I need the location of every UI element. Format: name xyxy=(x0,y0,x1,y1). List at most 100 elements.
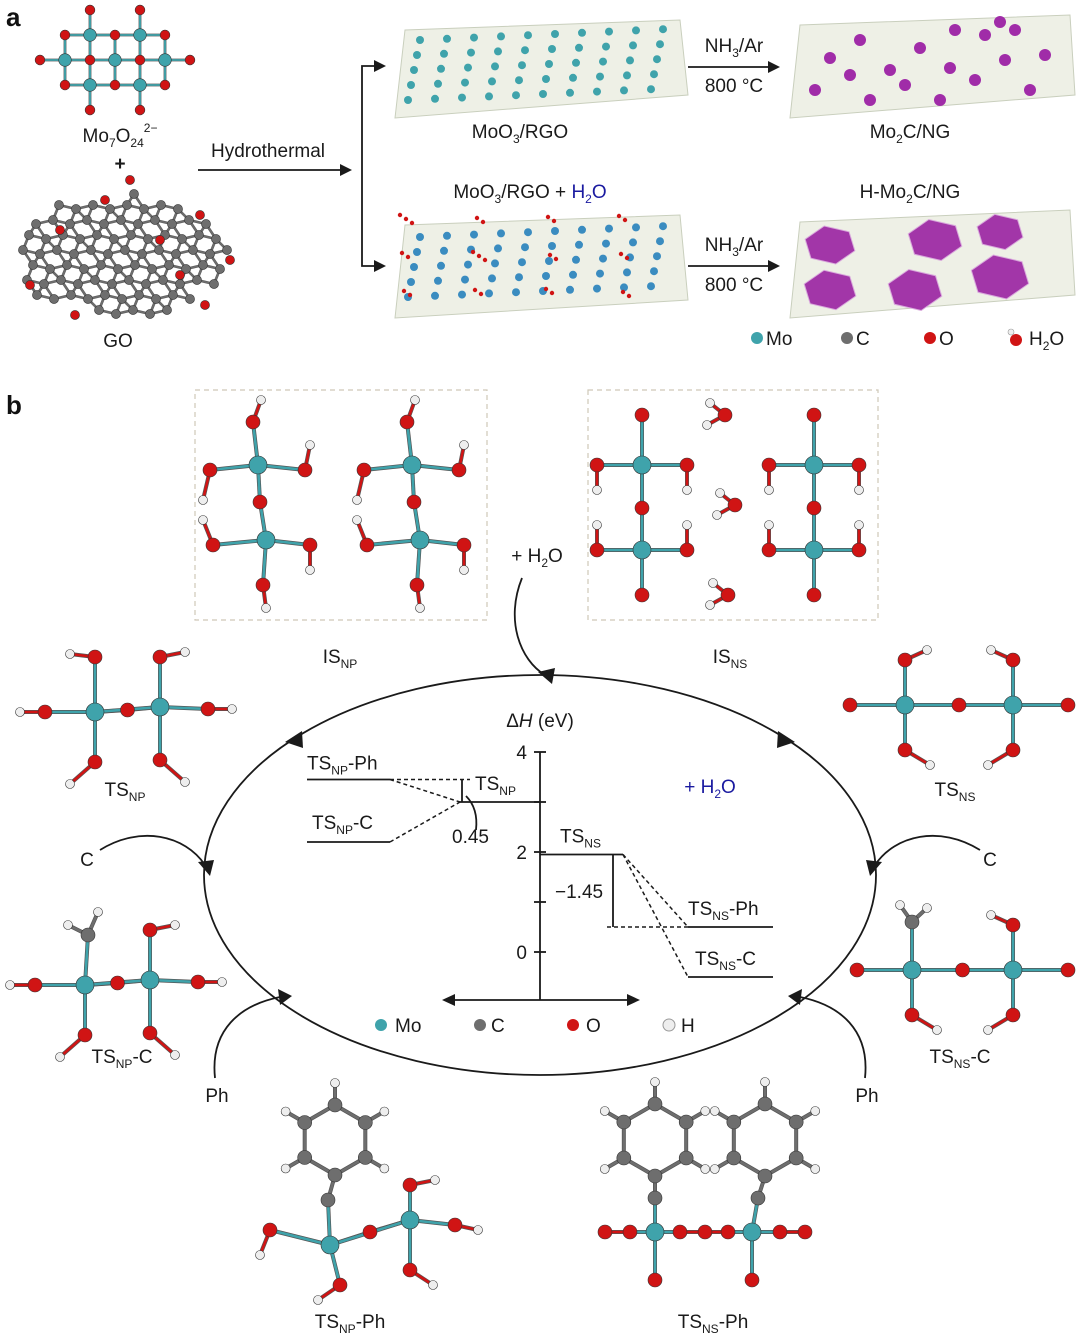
particle xyxy=(515,76,523,85)
particle xyxy=(539,90,547,98)
particle xyxy=(653,55,661,64)
mo2c-nanosheet xyxy=(804,225,856,265)
o-atom xyxy=(134,4,146,16)
o-atom xyxy=(142,922,158,938)
o-atom xyxy=(87,754,103,770)
o-atom xyxy=(842,697,858,713)
h-atom xyxy=(305,440,315,450)
legend-c-atom xyxy=(841,332,853,344)
nh3-top-arrow xyxy=(688,61,780,272)
arrow-right-icon xyxy=(627,994,640,1006)
o-atom xyxy=(84,4,96,16)
o-atom xyxy=(1005,1007,1021,1023)
legend-mo-label: Mo xyxy=(395,1016,421,1037)
c-atom xyxy=(167,219,177,229)
o-atom xyxy=(679,457,695,473)
water-molecule xyxy=(403,216,409,222)
particle xyxy=(524,228,532,237)
particle xyxy=(578,225,586,234)
mo2c-particle xyxy=(899,79,911,91)
mo2c-ng-sheet xyxy=(789,14,1076,119)
water-molecule xyxy=(543,286,549,292)
h-atom xyxy=(410,395,420,405)
o-atom xyxy=(806,500,822,516)
c-atom xyxy=(757,1096,773,1112)
o-atom xyxy=(109,29,121,41)
hydrothermal-label: Hydrothermal xyxy=(211,141,325,162)
o-atom xyxy=(27,977,43,993)
legend-c-atom xyxy=(474,1019,486,1031)
arrowhead-icon xyxy=(198,860,214,876)
mo-atom xyxy=(85,702,105,722)
c-atom xyxy=(71,204,81,214)
mo2c-nanosheet xyxy=(976,213,1024,251)
mo2c-particle xyxy=(979,29,991,41)
h-atom xyxy=(280,1163,291,1174)
mo2c-particle xyxy=(994,16,1006,28)
o-atom xyxy=(59,29,71,41)
c-atom xyxy=(141,279,151,289)
connector-np-c xyxy=(389,801,461,843)
c-atom xyxy=(181,264,191,274)
particle xyxy=(413,248,421,256)
c-atom xyxy=(184,215,194,225)
particle xyxy=(512,91,520,100)
energy-axis-title: ΔH (eV) xyxy=(506,711,574,732)
c-atom xyxy=(147,264,157,274)
c-atom xyxy=(83,294,93,304)
particle xyxy=(431,94,439,103)
particle xyxy=(605,27,613,36)
c-atom xyxy=(297,1115,312,1130)
water-molecule xyxy=(547,252,553,258)
arrowhead-icon xyxy=(788,989,802,1005)
c-atom xyxy=(150,215,160,225)
particle xyxy=(524,31,532,40)
o-atom xyxy=(55,225,65,235)
water-molecule xyxy=(478,291,484,297)
h-atom xyxy=(305,565,315,575)
particle xyxy=(491,259,499,268)
particle xyxy=(497,32,505,41)
o-atom xyxy=(302,537,318,553)
o-atom xyxy=(597,1224,613,1240)
condition-temp-top: 800 °C xyxy=(705,76,763,97)
connector-ns-c xyxy=(622,854,689,978)
o-atom xyxy=(195,210,205,220)
h-atom xyxy=(983,1025,993,1035)
particle xyxy=(410,66,418,74)
c-atom xyxy=(69,249,79,259)
c-atom xyxy=(120,245,130,255)
particle xyxy=(407,278,415,286)
particle xyxy=(416,233,424,241)
particle xyxy=(647,282,655,291)
is-ns-label: ISNS xyxy=(713,647,748,671)
h-atom xyxy=(705,398,715,408)
water-molecule xyxy=(551,218,557,224)
c-atom xyxy=(100,290,110,300)
mo2c-particle xyxy=(969,74,981,86)
add-water-label: + H2O xyxy=(511,546,563,570)
c-atom xyxy=(198,260,208,270)
o-atom xyxy=(159,29,171,41)
particle xyxy=(659,222,667,231)
legend-mo-label: Mo xyxy=(766,329,792,350)
reagent-ph-right: Ph xyxy=(855,1086,878,1107)
c-atom xyxy=(757,1168,773,1184)
particle xyxy=(647,85,655,94)
mo-atom xyxy=(108,53,122,67)
o-atom xyxy=(175,270,185,280)
c-atom xyxy=(82,215,92,225)
o-atom xyxy=(1005,652,1021,668)
o-atom xyxy=(77,1027,93,1043)
h-atom xyxy=(708,578,718,588)
c-atom xyxy=(117,294,127,304)
c-atom xyxy=(162,305,172,315)
water-molecule xyxy=(480,219,486,225)
o-atom xyxy=(362,1224,378,1240)
o-atom xyxy=(447,1217,463,1233)
legend-mo-atom xyxy=(375,1019,387,1031)
water-molecule xyxy=(549,290,555,296)
o-atom xyxy=(589,542,605,558)
is-np-box xyxy=(194,389,488,621)
particle xyxy=(596,72,604,81)
